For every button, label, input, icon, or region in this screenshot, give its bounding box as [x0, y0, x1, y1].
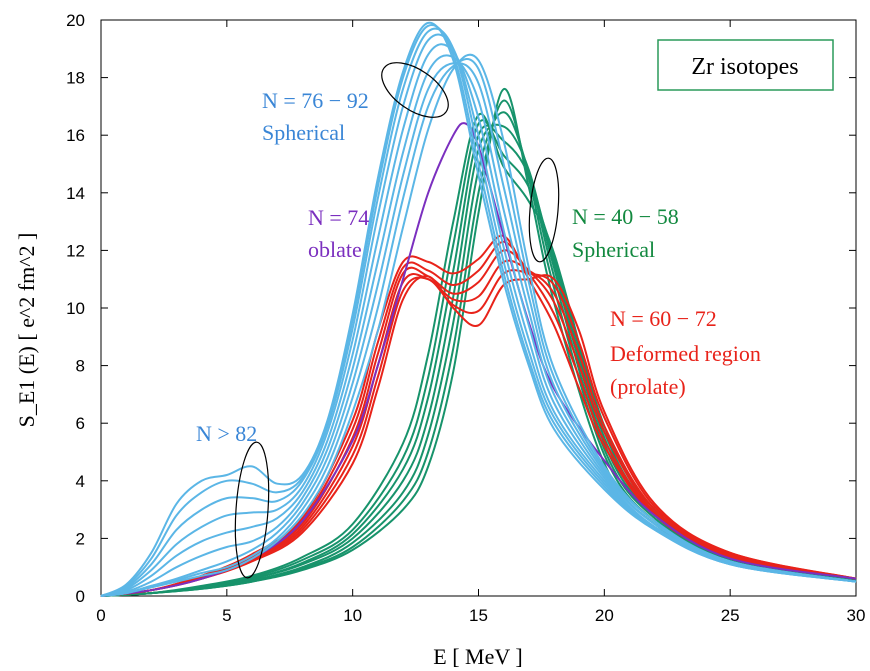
series-line-n-76-92-spherical-9: [100, 21, 857, 597]
ellipse-n76-92: [381, 62, 449, 118]
series-line-n-60-72-deformed-prolate-1: [100, 274, 857, 597]
series-line-n-40-58-spherical-3: [100, 111, 857, 597]
x-tick-label: 0: [96, 606, 105, 625]
series-line-n-76-92-spherical-2: [100, 58, 857, 597]
x-tick-label: 10: [343, 606, 362, 625]
annotation-n74-line1: N = 74: [308, 205, 369, 230]
annotation-n76-92: N = 76 − 92 Spherical: [262, 88, 369, 145]
y-tick-label: 12: [66, 241, 85, 260]
series-line-n-76-92-spherical-4: [100, 54, 857, 597]
annotation-n40-58-line1: N = 40 − 58: [572, 204, 679, 229]
ellipse-n82: [234, 441, 270, 579]
series-line-n-76-92-spherical-7: [100, 27, 857, 597]
y-tick-label: 4: [76, 472, 85, 491]
series-line-n-76-92-spherical-8: [100, 23, 857, 597]
annotation-n60-72-line3: (prolate): [610, 374, 686, 399]
annotation-n76-92-line1: N = 76 − 92: [262, 88, 369, 113]
plot-border: [100, 19, 857, 597]
group-ellipses: [234, 62, 560, 579]
series-line-n-60-72-deformed-prolate-6: [100, 234, 857, 597]
y-tick-label: 2: [76, 529, 85, 548]
annotation-n74-line2: oblate: [308, 237, 362, 262]
legend-frame: [657, 39, 834, 91]
y-tick-label: 18: [66, 69, 85, 88]
series-line-n-76-92-spherical-1: [100, 53, 857, 597]
curves: [100, 21, 857, 597]
axis-ticks: 0 5 10 15 20 25 30 0 2 4 6 8 10 12 14 16 18 20: [66, 11, 865, 625]
y-tick-label: 16: [66, 126, 85, 145]
series-line-n-76-92-spherical-5: [100, 43, 857, 597]
plot-frame: [100, 19, 857, 597]
series-group-n-76-92-spherical: [100, 21, 857, 597]
legend-box: Zr isotopes: [657, 39, 834, 91]
annotation-n82-line1: N > 82: [196, 421, 257, 446]
series-line-n-60-72-deformed-prolate-2: [100, 269, 857, 597]
annotation-n82: N > 82: [196, 421, 257, 446]
y-tick-label: 10: [66, 299, 85, 318]
x-tick-label: 25: [721, 606, 740, 625]
x-axis-label: E [ MeV ]: [433, 644, 522, 669]
y-tick-label: 0: [76, 587, 85, 606]
y-axis-label: S_E1 (E) [ e^2 fm^2 ]: [14, 233, 39, 428]
y-tick-label: 6: [76, 414, 85, 433]
series-group-n-60-72-deformed-prolate: [100, 234, 857, 597]
series-line-n-76-92-spherical-3: [100, 61, 857, 597]
annotation-n40-58-line2: Spherical: [572, 237, 655, 262]
ellipse-n40-58: [528, 157, 560, 263]
annotation-n76-92-line2: Spherical: [262, 120, 345, 145]
y-tick-label: 14: [66, 184, 85, 203]
series-line-n-60-72-deformed-prolate-5: [100, 240, 857, 597]
annotation-n60-72-line1: N = 60 − 72: [610, 306, 717, 331]
legend-label: Zr isotopes: [691, 54, 798, 80]
y-tick-label: 8: [76, 357, 85, 376]
annotation-n60-72: N = 60 − 72 Deformed region (prolate): [610, 306, 761, 399]
x-tick-label: 15: [469, 606, 488, 625]
y-tick-label: 20: [66, 11, 85, 30]
annotation-n74: N = 74 oblate: [308, 205, 369, 262]
series-line-n-76-92-spherical-6: [100, 33, 857, 597]
annotation-n40-58: N = 40 − 58 Spherical: [572, 204, 679, 262]
x-tick-label: 5: [222, 606, 231, 625]
annotation-n60-72-line2: Deformed region: [610, 341, 761, 366]
x-tick-label: 20: [595, 606, 614, 625]
x-tick-label: 30: [847, 606, 866, 625]
